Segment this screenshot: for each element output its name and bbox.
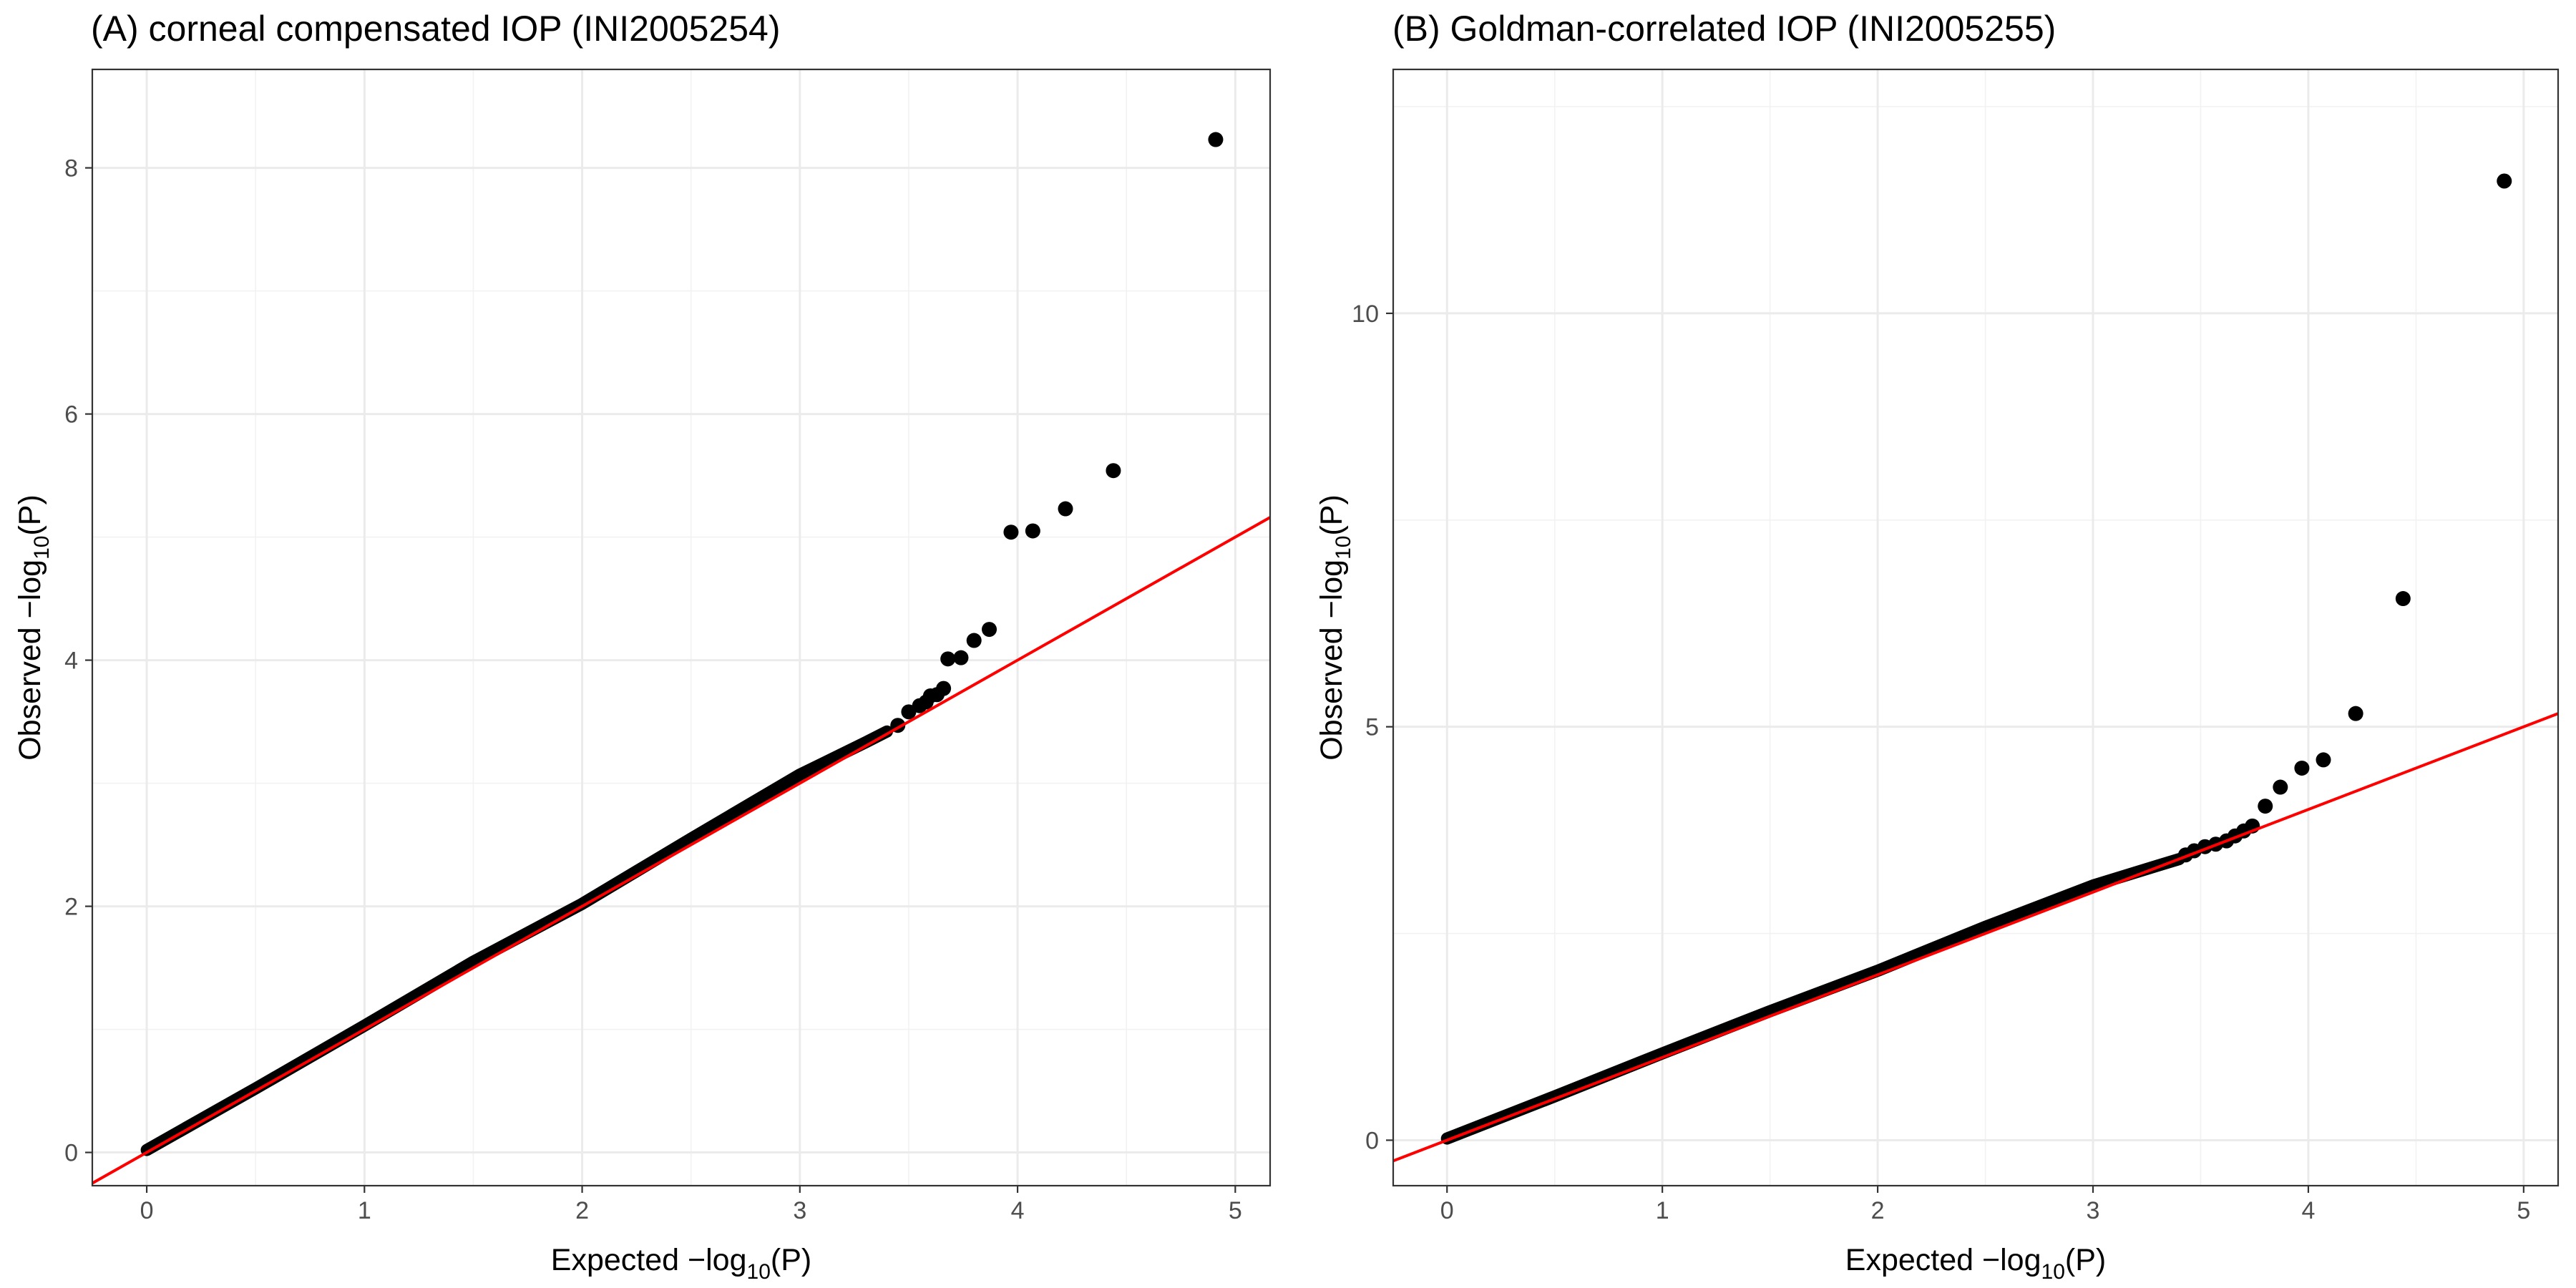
- x-tick-label: 4: [1011, 1197, 1025, 1224]
- reference-line: [1393, 712, 2558, 1163]
- y-tick-label: 10: [1352, 301, 1379, 328]
- y-tick-label: 6: [64, 401, 78, 429]
- qq-point: [2316, 752, 2331, 768]
- panel-title: (A) corneal compensated IOP (INI2005254): [91, 9, 780, 49]
- qq-point: [2273, 779, 2288, 795]
- y-axis-title-tail: (P): [13, 494, 47, 535]
- x-axis-title-subscript: 10: [747, 1260, 771, 1284]
- panel-title: (B) Goldman-correlated IOP (INI2005255): [1392, 9, 2056, 49]
- x-axis-title-main: Expected −log: [1845, 1243, 2041, 1277]
- qq-point: [2258, 799, 2273, 814]
- panel-b-goldman-correlated-iop: 0 1 2 3 4 5 0 5 10 (B) Goldman-correlated IOP (IN…: [1314, 9, 2560, 1284]
- x-axis-title: Expected −log10(P): [1845, 1243, 2106, 1284]
- plot-background: [92, 69, 1270, 1186]
- qq-point: [2294, 760, 2310, 776]
- reference-line: [92, 515, 1270, 1185]
- panel-border: [1392, 68, 2560, 1187]
- qq-point: [2348, 706, 2363, 721]
- qq-point: [1106, 463, 1121, 479]
- qq-point: [1058, 501, 1073, 517]
- qq-point: [2497, 173, 2512, 189]
- y-tick-label: 4: [64, 648, 78, 675]
- x-tick-label: 2: [575, 1197, 589, 1224]
- y-tick-label: 2: [64, 894, 78, 921]
- plot-marks: [92, 132, 1270, 1185]
- y-tick-label: 0: [1365, 1127, 1379, 1154]
- panel-border: [91, 68, 1272, 1187]
- x-tick-label: 5: [2517, 1197, 2530, 1224]
- qq-point: [966, 633, 982, 648]
- y-axis-title-main: Observed −log: [1314, 560, 1349, 761]
- qq-point: [901, 704, 917, 720]
- x-tick-label: 1: [1656, 1197, 1669, 1224]
- panel-a-corneal-compensated-iop: 0 1 2 3 4 5 0 2 4 6 8 (A) corneal compensated IOP (…: [13, 9, 1272, 1284]
- qq-point: [982, 622, 997, 638]
- qq-point: [1208, 132, 1224, 147]
- x-axis-title-tail: (P): [771, 1243, 811, 1277]
- y-axis-title-subscript: 10: [30, 536, 54, 560]
- plot-marks: [1393, 173, 2558, 1163]
- qq-points-bulk: [140, 725, 893, 1156]
- y-tick-label: 8: [64, 155, 78, 182]
- y-axis-title-tail: (P): [1314, 494, 1349, 535]
- x-tick-label: 3: [2087, 1197, 2100, 1224]
- qq-point: [953, 650, 969, 665]
- x-axis-title-main: Expected −log: [551, 1243, 747, 1277]
- y-axis-title: Observed −log10(P): [13, 494, 54, 761]
- x-tick-label: 2: [1871, 1197, 1885, 1224]
- qq-point: [1025, 523, 1040, 539]
- y-axis-title: Observed −log10(P): [1314, 494, 1355, 761]
- plot-background: [1393, 69, 2558, 1186]
- y-tick-label: 0: [64, 1140, 78, 1167]
- y-tick-label: 5: [1365, 714, 1379, 741]
- x-tick-label: 0: [1440, 1197, 1454, 1224]
- x-tick-label: 4: [2301, 1197, 2315, 1224]
- qq-point: [936, 680, 952, 696]
- qq-point: [1003, 525, 1019, 540]
- x-tick-label: 0: [140, 1197, 154, 1224]
- x-tick-label: 3: [793, 1197, 806, 1224]
- x-axis-title-subscript: 10: [2041, 1260, 2065, 1284]
- x-tick-label: 1: [358, 1197, 371, 1224]
- qq-points-bulk: [1440, 853, 2185, 1145]
- x-tick-label: 5: [1229, 1197, 1242, 1224]
- x-axis-title: Expected −log10(P): [551, 1243, 811, 1284]
- qq-point: [2395, 591, 2411, 607]
- y-axis-title-subscript: 10: [1332, 536, 1355, 560]
- qq-point: [940, 651, 956, 667]
- y-axis-title-main: Observed −log: [13, 560, 47, 761]
- x-axis-title-tail: (P): [2065, 1243, 2106, 1277]
